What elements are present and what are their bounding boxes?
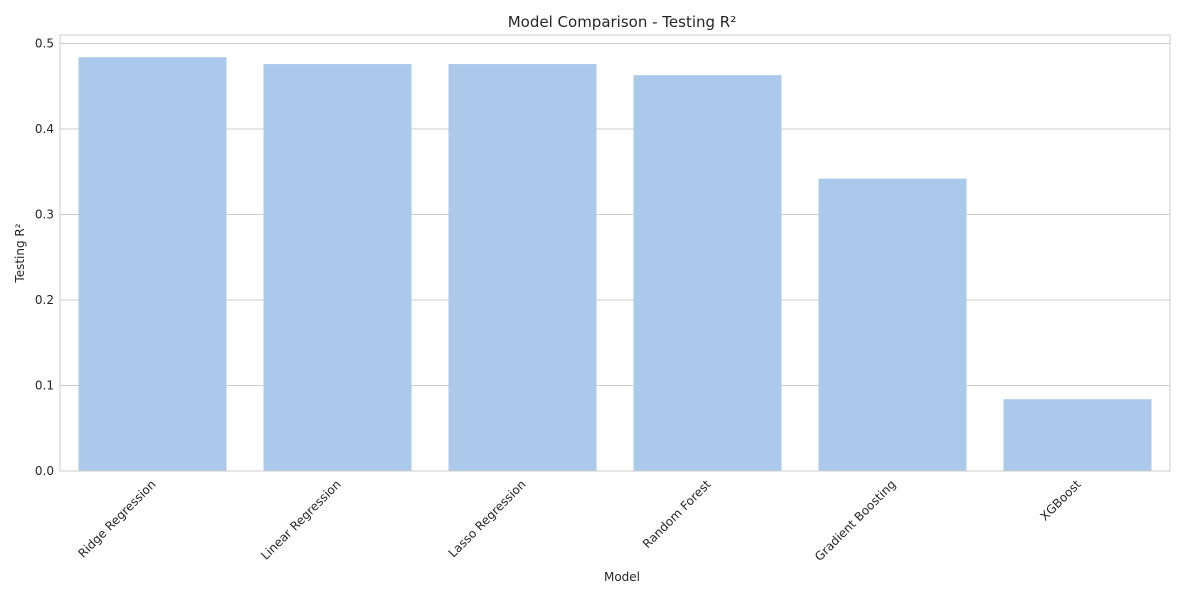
bar <box>448 64 597 472</box>
y-tick-label: 0.5 <box>35 37 54 51</box>
bar <box>263 64 412 472</box>
y-tick-label: 0.2 <box>35 293 54 307</box>
x-axis-ticks: Ridge Regression Linear Regression Lasso R… <box>75 477 1083 564</box>
bars <box>78 57 1152 472</box>
y-tick-label: 0.1 <box>35 379 54 393</box>
x-tick-label: Gradient Boosting <box>812 477 899 564</box>
x-tick-label: Lasso Regression <box>446 477 529 560</box>
y-axis-ticks: 0.0 0.1 0.2 0.3 0.4 0.5 <box>35 37 54 478</box>
plot-frame <box>59 34 1171 472</box>
x-tick-label: XGBoost <box>1037 477 1083 523</box>
x-tick-label: Linear Regression <box>258 477 343 562</box>
bar <box>1003 399 1152 471</box>
x-axis-label: Model <box>604 570 640 584</box>
y-tick-label: 0.3 <box>35 208 54 222</box>
x-tick-label: Random Forest <box>640 477 714 551</box>
x-tick-label: Ridge Regression <box>75 477 158 560</box>
bar <box>633 75 782 471</box>
chart-title: Model Comparison - Testing R² <box>508 13 737 31</box>
y-axis-label: Testing R² <box>13 223 27 283</box>
y-tick-label: 0.4 <box>35 122 54 136</box>
bar <box>818 178 967 471</box>
bar <box>78 57 227 472</box>
y-tick-label: 0.0 <box>35 464 54 478</box>
